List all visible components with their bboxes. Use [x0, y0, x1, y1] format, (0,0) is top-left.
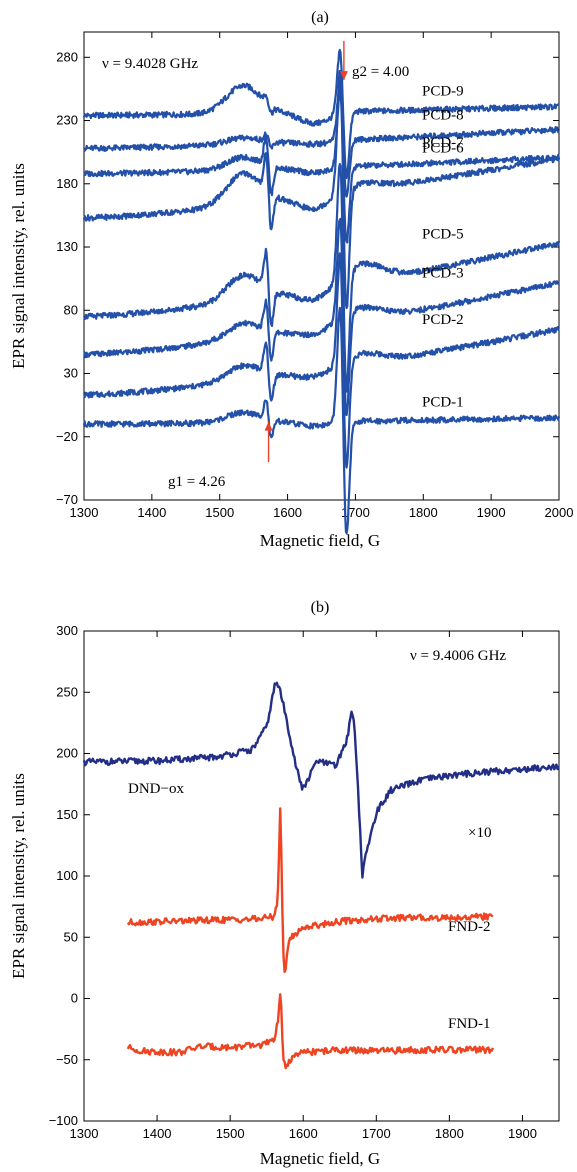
panel-b-y-tick-label: 250 [56, 684, 78, 699]
panel-a-y-ticks: −70 −20 30 80 130 180 230 280 [56, 49, 559, 507]
panel-a-x-tick-label: 1400 [137, 505, 166, 520]
series-line-pcd-1 [82, 306, 561, 535]
panel-b-label: (b) [311, 599, 330, 616]
panel-b-y-title: EPR signal intensity, rel. units [9, 773, 28, 979]
panel-a-x-ticks: 1300 1400 1500 1600 1700 1800 1900 2000 [70, 32, 574, 520]
panel-b-x-tick-label: 1400 [143, 1126, 172, 1141]
series-label-pcd-6: PCD-6 [422, 140, 464, 156]
series-label-pcd-9: PCD-9 [422, 84, 464, 100]
panel-b-x-tick-label: 1300 [70, 1126, 99, 1141]
panel-b-y-tick-label: −100 [49, 1113, 78, 1128]
panel-a-g2-annotation: g2 = 4.00 [352, 64, 409, 80]
panel-b-x-tick-label: 1900 [508, 1126, 537, 1141]
panel-a-g1-annotation: g1 = 4.26 [168, 474, 226, 490]
panel-a-x-tick-label: 2000 [545, 505, 574, 520]
panel-b-y-tick-label: 0 [71, 991, 78, 1006]
panel-b-y-tick-label: 200 [56, 746, 78, 761]
series-line-fnd-1 [126, 993, 495, 1070]
series-line-pcd-2 [83, 252, 560, 469]
panel-b-y-ticks: −100 −50 0 50 100 150 200 250 300 [49, 623, 559, 1128]
panel-b-y-tick-label: 300 [56, 623, 78, 638]
series-label-fnd-2: FND-2 [448, 919, 491, 935]
marker-arrow-head [264, 421, 273, 431]
series-line-pcd-9 [82, 48, 560, 180]
panel-b-x-title: Magnetic field, G [260, 1149, 380, 1168]
panel-a-frequency: ν = 9.4028 GHz [102, 56, 198, 72]
series-label-pcd-1: PCD-1 [422, 394, 464, 410]
panel-a-x-tick-label: 1300 [70, 505, 99, 520]
series-line-pcd-8 [83, 80, 560, 198]
panel-b-scale-annotation: ×10 [468, 825, 491, 841]
panel-a-x-tick-label: 1500 [205, 505, 234, 520]
panel-b-y-tick-label: 150 [56, 807, 78, 822]
panel-b-y-tick-label: 100 [56, 868, 78, 883]
panel-b-x-tick-label: 1500 [216, 1126, 245, 1141]
series-label-dnd-ox: DND−ox [128, 781, 184, 797]
series-label-pcd-7: PCD-7 [422, 135, 464, 151]
panel-a-y-tick-label: 230 [56, 113, 78, 128]
panel-a-series [82, 48, 561, 535]
series-label-pcd-3: PCD-3 [422, 266, 464, 282]
panel-a-x-tick-label: 1600 [273, 505, 302, 520]
panel-a-y-tick-label: −20 [56, 429, 78, 444]
series-line-pcd-7 [83, 90, 561, 244]
series-line-pcd-5 [83, 163, 561, 393]
panel-a-y-tick-label: 30 [64, 366, 78, 381]
panel-b-x-ticks: 1300 1400 1500 1600 1700 1800 1900 [70, 631, 537, 1141]
panel-a-x-tick-label: 1800 [409, 505, 438, 520]
series-label-pcd-5: PCD-5 [422, 227, 464, 243]
panel-b-x-tick-label: 1600 [289, 1126, 318, 1141]
series-line-pcd-6 [82, 69, 561, 310]
panel-a-y-tick-label: 180 [56, 176, 78, 191]
panel-a-arrows [264, 40, 348, 463]
series-label-pcd-8: PCD-8 [422, 107, 464, 123]
panel-a-x-title: Magnetic field, G [260, 531, 380, 550]
series-label-fnd-1: FND-1 [448, 1016, 491, 1032]
panel-b-y-tick-label: 50 [64, 929, 78, 944]
series-label-pcd-2: PCD-2 [422, 312, 464, 328]
marker-arrow-head [339, 71, 348, 81]
panel-a-frame [83, 31, 560, 501]
panel-a-y-title: EPR signal intensity, rel. units [9, 163, 28, 369]
series-line-pcd-3 [83, 217, 560, 417]
panel-a-x-tick-label: 1900 [477, 505, 506, 520]
panel-b: (b) 1300 1400 1500 1600 1700 1800 1900 −100−50… [9, 599, 560, 1168]
panel-a: (a) 1300 1400 1500 1600 1700 1800 1900 2000 −70… [9, 9, 573, 550]
series-line-dnd-ox [82, 681, 560, 879]
panel-a-y-tick-label: 130 [56, 239, 78, 254]
panel-b-x-tick-label: 1700 [362, 1126, 391, 1141]
panel-a-y-tick-label: 280 [56, 49, 78, 64]
panel-a-label: (a) [311, 9, 329, 26]
panel-a-y-tick-label: 80 [64, 302, 78, 317]
panel-b-x-tick-label: 1800 [435, 1126, 464, 1141]
panel-a-y-tick-label: −70 [56, 492, 78, 507]
panel-b-series [82, 681, 560, 1070]
panel-b-y-tick-label: −50 [56, 1052, 78, 1067]
series-line-fnd-2 [126, 807, 494, 973]
panel-b-frequency: ν = 9.4006 GHz [410, 648, 506, 664]
